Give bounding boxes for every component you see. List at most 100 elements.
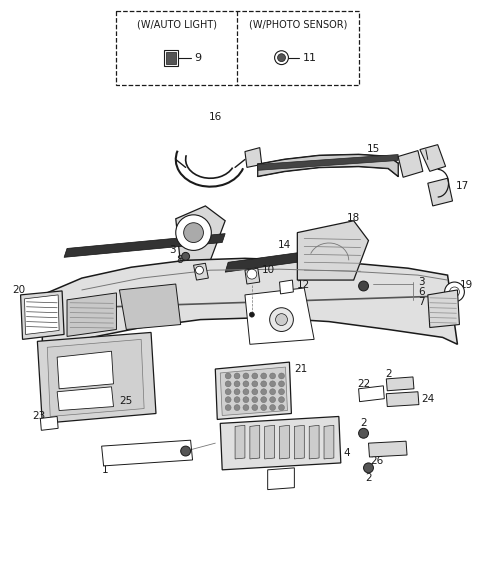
Polygon shape: [428, 178, 453, 206]
Polygon shape: [57, 387, 113, 411]
Polygon shape: [428, 290, 459, 328]
Circle shape: [278, 381, 285, 387]
Text: 3: 3: [418, 277, 424, 287]
Circle shape: [278, 405, 285, 411]
Text: 19: 19: [459, 280, 473, 290]
Polygon shape: [193, 263, 208, 280]
Circle shape: [270, 373, 276, 379]
Text: 2: 2: [365, 473, 372, 482]
Circle shape: [225, 397, 231, 403]
Circle shape: [234, 373, 240, 379]
Circle shape: [252, 389, 258, 395]
Polygon shape: [268, 468, 294, 489]
Circle shape: [247, 269, 257, 279]
Polygon shape: [264, 425, 275, 459]
Circle shape: [234, 397, 240, 403]
Circle shape: [270, 405, 276, 411]
Text: 11: 11: [303, 53, 317, 63]
Text: 7: 7: [418, 297, 424, 307]
Text: 25: 25: [120, 396, 132, 405]
Circle shape: [243, 397, 249, 403]
Polygon shape: [324, 425, 334, 459]
Circle shape: [225, 373, 231, 379]
Polygon shape: [359, 386, 384, 401]
Text: 15: 15: [367, 143, 380, 154]
Circle shape: [261, 381, 267, 387]
Polygon shape: [258, 155, 398, 170]
Polygon shape: [220, 367, 288, 416]
Polygon shape: [297, 221, 369, 280]
Bar: [117, 11, 359, 85]
Text: 23: 23: [33, 412, 46, 421]
Circle shape: [182, 252, 190, 260]
Circle shape: [243, 405, 249, 411]
Circle shape: [225, 381, 231, 387]
Circle shape: [270, 397, 276, 403]
Text: 9: 9: [194, 53, 202, 63]
Polygon shape: [67, 293, 117, 336]
Polygon shape: [24, 295, 59, 335]
Polygon shape: [176, 206, 225, 266]
Polygon shape: [386, 377, 414, 391]
Circle shape: [234, 381, 240, 387]
Circle shape: [270, 308, 293, 331]
Polygon shape: [120, 284, 180, 329]
Text: 4: 4: [344, 448, 350, 458]
Text: 21: 21: [294, 364, 308, 374]
Circle shape: [278, 373, 285, 379]
Polygon shape: [369, 441, 407, 457]
Circle shape: [252, 405, 258, 411]
Circle shape: [275, 51, 288, 65]
Text: 14: 14: [278, 240, 291, 251]
Circle shape: [261, 373, 267, 379]
Circle shape: [261, 397, 267, 403]
Polygon shape: [420, 144, 445, 171]
Polygon shape: [250, 425, 260, 459]
Polygon shape: [166, 52, 176, 63]
Polygon shape: [102, 440, 192, 466]
Polygon shape: [47, 339, 144, 416]
Circle shape: [250, 312, 254, 317]
Text: 18: 18: [347, 213, 360, 223]
Circle shape: [234, 405, 240, 411]
Polygon shape: [225, 248, 329, 272]
Text: 2: 2: [360, 419, 367, 428]
Circle shape: [225, 405, 231, 411]
Polygon shape: [245, 268, 260, 284]
Polygon shape: [309, 425, 319, 459]
Text: 1: 1: [102, 465, 108, 475]
Text: 20: 20: [12, 285, 26, 295]
Polygon shape: [57, 351, 113, 389]
Text: 8: 8: [176, 255, 182, 266]
Text: 26: 26: [370, 456, 383, 466]
Circle shape: [277, 54, 286, 62]
Text: 5: 5: [271, 471, 278, 481]
Polygon shape: [37, 332, 156, 423]
Circle shape: [363, 463, 373, 473]
Polygon shape: [164, 50, 178, 66]
Circle shape: [359, 281, 369, 291]
Text: 2: 2: [385, 369, 392, 379]
Circle shape: [270, 389, 276, 395]
Polygon shape: [279, 280, 293, 294]
Text: 10: 10: [262, 265, 275, 275]
Circle shape: [278, 389, 285, 395]
Text: 24: 24: [421, 393, 434, 404]
Polygon shape: [258, 155, 398, 176]
Circle shape: [252, 373, 258, 379]
Circle shape: [252, 381, 258, 387]
Polygon shape: [216, 362, 291, 420]
Text: 16: 16: [209, 112, 222, 122]
Text: (W/AUTO LIGHT): (W/AUTO LIGHT): [137, 19, 217, 29]
Polygon shape: [40, 416, 58, 431]
Circle shape: [359, 428, 369, 438]
Polygon shape: [245, 148, 262, 167]
Circle shape: [234, 389, 240, 395]
Circle shape: [261, 405, 267, 411]
Circle shape: [184, 223, 204, 243]
Polygon shape: [398, 151, 423, 177]
Circle shape: [252, 397, 258, 403]
Text: 6: 6: [418, 287, 424, 297]
Circle shape: [243, 389, 249, 395]
Text: 12: 12: [296, 280, 310, 290]
